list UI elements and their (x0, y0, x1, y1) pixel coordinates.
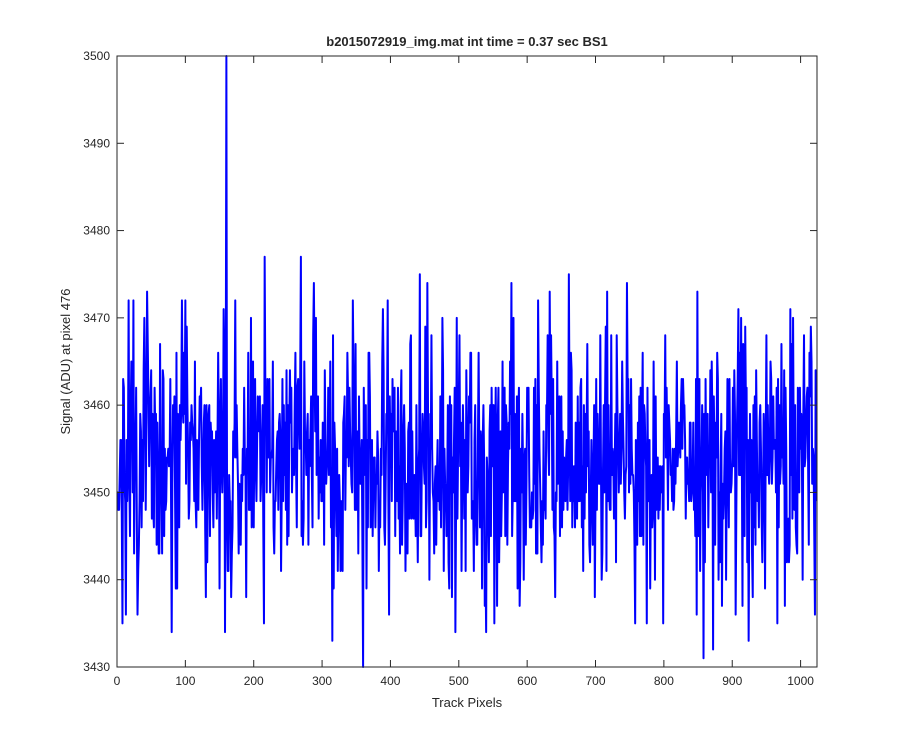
x-tick-label: 900 (722, 674, 742, 688)
x-tick-label: 700 (586, 674, 606, 688)
x-tick-label: 100 (175, 674, 195, 688)
x-tick-label: 800 (654, 674, 674, 688)
x-tick-label: 0 (114, 674, 121, 688)
x-tick-label: 1000 (787, 674, 814, 688)
series-layer (116, 55, 818, 668)
x-tick-label: 300 (312, 674, 332, 688)
y-axis-label: Signal (ADU) at pixel 476 (58, 289, 73, 435)
x-tick-label: 500 (449, 674, 469, 688)
y-tick-label: 3470 (83, 311, 110, 325)
x-axis-label: Track Pixels (432, 695, 503, 710)
axes-box (116, 55, 818, 668)
signal-series-line (116, 55, 818, 668)
x-tick-label: 600 (517, 674, 537, 688)
y-tick-label: 3460 (83, 398, 110, 412)
y-tick-label: 3440 (83, 573, 110, 587)
y-tick-label: 3500 (83, 49, 110, 63)
x-tick-label: 200 (244, 674, 264, 688)
y-tick-label: 3450 (83, 485, 110, 499)
y-tick-label: 3480 (83, 224, 110, 238)
y-tick-label: 3490 (83, 136, 110, 150)
tick-layer: 0 100 200 300 400 500 600 700 800 900 1000 3430 3440… (83, 49, 817, 688)
x-tick-label: 400 (380, 674, 400, 688)
chart-title: b2015072919_img.mat int time = 0.37 sec … (326, 34, 607, 49)
y-tick-label: 3430 (83, 660, 110, 674)
